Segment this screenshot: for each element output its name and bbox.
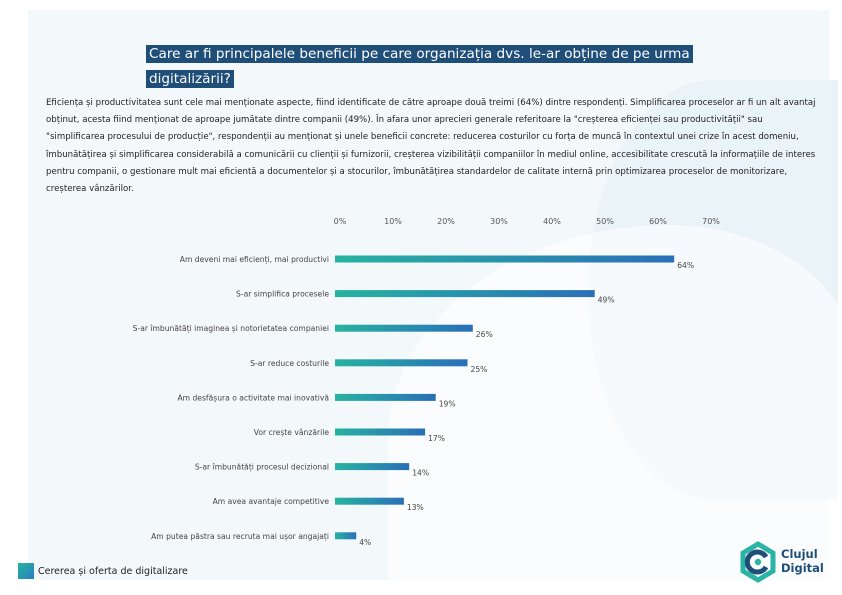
x-tick-label: 40% xyxy=(543,217,561,226)
value-label: 4% xyxy=(359,538,371,547)
category-label: S-ar îmbunătăți imaginea și notorietatea… xyxy=(133,324,329,334)
bar xyxy=(335,532,357,540)
category-label: Am putea păstra sau recruta mai ușor ang… xyxy=(151,532,329,542)
bar xyxy=(335,359,468,367)
bar xyxy=(335,290,595,298)
value-label: 64% xyxy=(677,261,694,270)
x-tick-label: 60% xyxy=(649,217,667,226)
value-label: 13% xyxy=(407,503,424,512)
value-label: 17% xyxy=(428,434,445,443)
category-label: S-ar simplifica procesele xyxy=(236,290,329,299)
bar xyxy=(335,393,436,401)
x-tick-label: 10% xyxy=(384,217,402,226)
category-label: Am desfășura o activitate mai inovativă xyxy=(177,393,329,402)
page-title: Care ar fi principalele beneficii pe car… xyxy=(146,42,746,92)
x-tick-label: 50% xyxy=(596,217,614,226)
bar xyxy=(335,497,404,505)
bar xyxy=(335,463,410,471)
value-label: 14% xyxy=(412,469,429,478)
x-tick-label: 0% xyxy=(334,217,347,226)
value-label: 25% xyxy=(471,365,488,374)
value-label: 26% xyxy=(476,330,493,339)
category-label: S-ar reduce costurile xyxy=(250,359,329,368)
clujul-digital-logo: Clujul Digital xyxy=(736,540,836,586)
category-label: Am avea avantaje competitive xyxy=(213,497,330,506)
category-label: S-ar îmbunătăți procesul decizional xyxy=(195,463,329,473)
bar xyxy=(335,255,675,263)
logo-mark-icon xyxy=(740,541,776,583)
category-label: Am deveni mai eficienți, mai productivi xyxy=(180,255,329,265)
bar xyxy=(335,428,426,436)
x-tick-label: 30% xyxy=(490,217,508,226)
footer-color-swatch xyxy=(18,563,34,579)
x-tick-label: 20% xyxy=(437,217,455,226)
footer-section-tag: Cererea și oferta de digitalizare xyxy=(18,563,188,579)
value-label: 19% xyxy=(439,399,456,408)
footer-label: Cererea și oferta de digitalizare xyxy=(38,565,188,577)
logo-text-line2: Digital xyxy=(781,561,824,575)
x-tick-label: 70% xyxy=(702,217,720,226)
body-paragraph: Eficiența și productivitatea sunt cele m… xyxy=(46,98,816,195)
category-label: Vor crește vânzările xyxy=(254,428,330,437)
bar xyxy=(335,324,473,332)
content-panel xyxy=(28,10,842,585)
logo-text-line1: Clujul xyxy=(781,547,818,561)
value-label: 49% xyxy=(598,296,615,305)
